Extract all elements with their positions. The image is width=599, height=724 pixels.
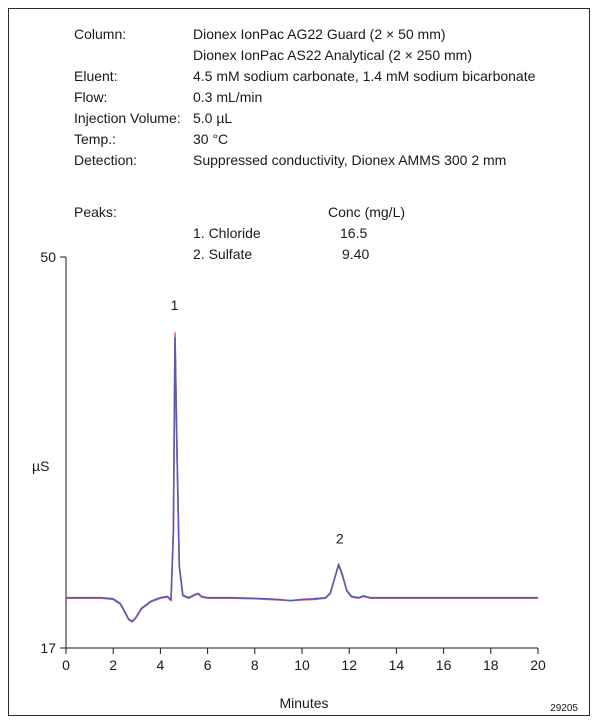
x-tick-label: 10 — [294, 657, 310, 673]
trace-line-1 — [66, 332, 538, 623]
x-tick-label: 16 — [436, 657, 452, 673]
x-tick-label: 20 — [530, 657, 546, 673]
detection-value: Suppressed conductivity, Dionex AMMS 300… — [193, 152, 507, 168]
x-tick-label: 14 — [389, 657, 405, 673]
peak-label-2: 2 — [336, 531, 344, 547]
chart-traces — [66, 332, 538, 623]
peak-name-sulfate: 2. Sulfate — [193, 246, 253, 262]
x-tick-label: 0 — [62, 657, 70, 673]
x-tick-label: 8 — [251, 657, 259, 673]
temp-label: Temp.: — [74, 131, 117, 147]
x-tick-label: 2 — [109, 657, 117, 673]
flow-label: Flow: — [74, 89, 108, 105]
x-axis-label: Minutes — [279, 695, 328, 711]
figure-id: 29205 — [550, 703, 578, 714]
injection-label: Injection Volume: — [74, 110, 181, 126]
detection-label: Detection: — [74, 152, 138, 168]
y-axis-label: µS — [32, 458, 49, 474]
column-label: Column: — [74, 26, 127, 42]
peaks-label: Peaks: — [74, 204, 117, 220]
eluent-value: 4.5 mM sodium carbonate, 1.4 mM sodium b… — [193, 68, 536, 84]
x-tick-label: 4 — [157, 657, 165, 673]
y-tick-label: 50 — [40, 249, 56, 265]
peak-name-chloride: 1. Chloride — [193, 225, 261, 241]
peak-conc-chloride: 16.5 — [340, 225, 368, 241]
eluent-label: Eluent: — [74, 68, 118, 84]
conc-header: Conc (mg/L) — [328, 204, 406, 220]
temp-value: 30 °C — [193, 131, 229, 147]
x-tick-label: 18 — [483, 657, 499, 673]
peak-conc-sulfate: 9.40 — [342, 246, 370, 262]
peak-label-1: 1 — [171, 297, 179, 313]
trace-line-2 — [66, 336, 538, 623]
x-tick-label: 6 — [204, 657, 212, 673]
column-value-guard: Dionex IonPac AG22 Guard (2 × 50 mm) — [193, 26, 446, 42]
column-value-analytical: Dionex IonPac AS22 Analytical (2 × 250 m… — [193, 47, 472, 63]
figure-frame — [8, 8, 590, 716]
y-tick-label: 17 — [40, 640, 56, 656]
injection-value: 5.0 µL — [193, 110, 233, 126]
flow-value: 0.3 mL/min — [193, 89, 263, 105]
x-tick-label: 12 — [341, 657, 357, 673]
